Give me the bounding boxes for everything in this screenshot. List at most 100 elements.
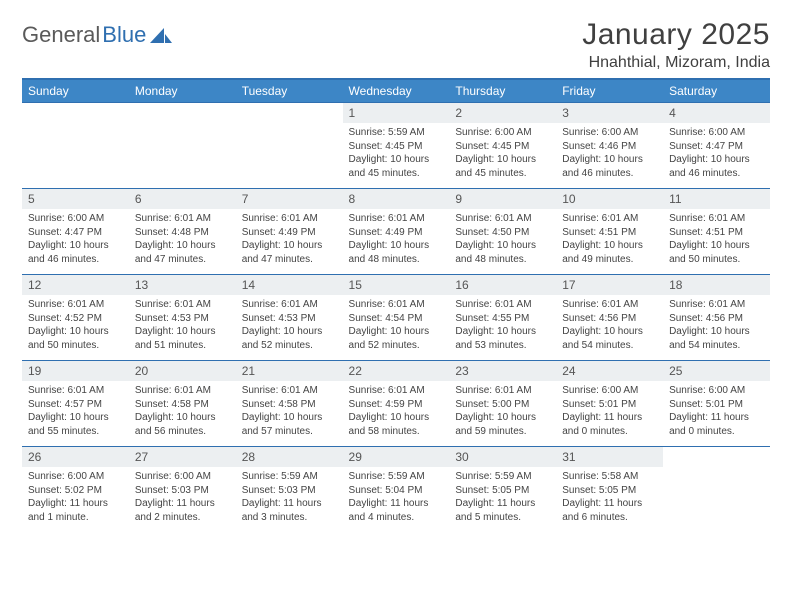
- calendar-cell: [236, 103, 343, 189]
- sunset-text: Sunset: 4:59 PM: [349, 398, 444, 412]
- calendar-cell: 13Sunrise: 6:01 AMSunset: 4:53 PMDayligh…: [129, 275, 236, 361]
- daylight-text: Daylight: 11 hours and 4 minutes.: [349, 497, 444, 524]
- daylight-text: Daylight: 10 hours and 57 minutes.: [242, 411, 337, 438]
- calendar-cell: 27Sunrise: 6:00 AMSunset: 5:03 PMDayligh…: [129, 447, 236, 533]
- day-details: Sunrise: 6:01 AMSunset: 5:00 PMDaylight:…: [449, 381, 556, 442]
- day-number: 27: [129, 447, 236, 467]
- day-number: 11: [663, 189, 770, 209]
- calendar-cell: 10Sunrise: 6:01 AMSunset: 4:51 PMDayligh…: [556, 189, 663, 275]
- sunset-text: Sunset: 4:53 PM: [242, 312, 337, 326]
- sunrise-text: Sunrise: 5:59 AM: [455, 470, 550, 484]
- sunset-text: Sunset: 4:47 PM: [669, 140, 764, 154]
- day-number: 3: [556, 103, 663, 123]
- sunrise-text: Sunrise: 6:01 AM: [242, 212, 337, 226]
- day-number: 6: [129, 189, 236, 209]
- day-details: Sunrise: 5:59 AMSunset: 5:03 PMDaylight:…: [236, 467, 343, 528]
- day-number: [22, 103, 129, 123]
- daylight-text: Daylight: 10 hours and 58 minutes.: [349, 411, 444, 438]
- daylight-text: Daylight: 10 hours and 46 minutes.: [28, 239, 123, 266]
- logo-word-blue: Blue: [102, 22, 146, 48]
- day-details: Sunrise: 6:01 AMSunset: 4:58 PMDaylight:…: [236, 381, 343, 442]
- calendar-cell: 5Sunrise: 6:00 AMSunset: 4:47 PMDaylight…: [22, 189, 129, 275]
- day-details: Sunrise: 6:01 AMSunset: 4:56 PMDaylight:…: [663, 295, 770, 356]
- day-number: 4: [663, 103, 770, 123]
- day-number: 21: [236, 361, 343, 381]
- day-number: 23: [449, 361, 556, 381]
- sunrise-text: Sunrise: 6:01 AM: [669, 212, 764, 226]
- daylight-text: Daylight: 11 hours and 6 minutes.: [562, 497, 657, 524]
- day-details: Sunrise: 6:01 AMSunset: 4:53 PMDaylight:…: [129, 295, 236, 356]
- day-details: Sunrise: 6:01 AMSunset: 4:54 PMDaylight:…: [343, 295, 450, 356]
- sunset-text: Sunset: 5:00 PM: [455, 398, 550, 412]
- daylight-text: Daylight: 10 hours and 54 minutes.: [669, 325, 764, 352]
- calendar-cell: 20Sunrise: 6:01 AMSunset: 4:58 PMDayligh…: [129, 361, 236, 447]
- sunset-text: Sunset: 4:46 PM: [562, 140, 657, 154]
- calendar-cell: 8Sunrise: 6:01 AMSunset: 4:49 PMDaylight…: [343, 189, 450, 275]
- calendar-week-row: 5Sunrise: 6:00 AMSunset: 4:47 PMDaylight…: [22, 189, 770, 275]
- day-number: 24: [556, 361, 663, 381]
- day-number: 2: [449, 103, 556, 123]
- sunrise-text: Sunrise: 5:59 AM: [349, 470, 444, 484]
- day-number: 25: [663, 361, 770, 381]
- sunrise-text: Sunrise: 6:01 AM: [455, 298, 550, 312]
- day-number: 18: [663, 275, 770, 295]
- calendar-table: Sunday Monday Tuesday Wednesday Thursday…: [22, 78, 770, 533]
- calendar-cell: 18Sunrise: 6:01 AMSunset: 4:56 PMDayligh…: [663, 275, 770, 361]
- daylight-text: Daylight: 11 hours and 0 minutes.: [562, 411, 657, 438]
- sunset-text: Sunset: 4:50 PM: [455, 226, 550, 240]
- sunset-text: Sunset: 4:48 PM: [135, 226, 230, 240]
- sunset-text: Sunset: 5:02 PM: [28, 484, 123, 498]
- day-details: Sunrise: 6:01 AMSunset: 4:58 PMDaylight:…: [129, 381, 236, 442]
- sunset-text: Sunset: 4:57 PM: [28, 398, 123, 412]
- calendar-cell: 4 Sunrise: 6:00 AMSunset: 4:47 PMDaylight…: [663, 103, 770, 189]
- daylight-text: Daylight: 10 hours and 53 minutes.: [455, 325, 550, 352]
- sunrise-text: Sunrise: 6:01 AM: [455, 384, 550, 398]
- sunset-text: Sunset: 5:04 PM: [349, 484, 444, 498]
- sunset-text: Sunset: 4:49 PM: [349, 226, 444, 240]
- calendar-cell: 28Sunrise: 5:59 AMSunset: 5:03 PMDayligh…: [236, 447, 343, 533]
- sunset-text: Sunset: 4:47 PM: [28, 226, 123, 240]
- sunrise-text: Sunrise: 6:01 AM: [349, 212, 444, 226]
- calendar-week-row: 1Sunrise: 5:59 AMSunset: 4:45 PMDaylight…: [22, 103, 770, 189]
- day-details: Sunrise: 6:00 AMSunset: 5:03 PMDaylight:…: [129, 467, 236, 528]
- day-details: Sunrise: 6:01 AMSunset: 4:52 PMDaylight:…: [22, 295, 129, 356]
- calendar-cell: [22, 103, 129, 189]
- sunset-text: Sunset: 5:05 PM: [562, 484, 657, 498]
- sunrise-text: Sunrise: 6:01 AM: [349, 384, 444, 398]
- calendar-cell: 2Sunrise: 6:00 AMSunset: 4:45 PMDaylight…: [449, 103, 556, 189]
- daylight-text: Daylight: 11 hours and 3 minutes.: [242, 497, 337, 524]
- calendar-cell: 3Sunrise: 6:00 AMSunset: 4:46 PMDaylight…: [556, 103, 663, 189]
- sunset-text: Sunset: 5:01 PM: [562, 398, 657, 412]
- sunrise-text: Sunrise: 6:00 AM: [669, 384, 764, 398]
- sunset-text: Sunset: 4:51 PM: [562, 226, 657, 240]
- sunset-text: Sunset: 4:52 PM: [28, 312, 123, 326]
- daylight-text: Daylight: 10 hours and 56 minutes.: [135, 411, 230, 438]
- sunset-text: Sunset: 4:51 PM: [669, 226, 764, 240]
- calendar-cell: 12Sunrise: 6:01 AMSunset: 4:52 PMDayligh…: [22, 275, 129, 361]
- daylight-text: Daylight: 10 hours and 48 minutes.: [349, 239, 444, 266]
- calendar-cell: 6Sunrise: 6:01 AMSunset: 4:48 PMDaylight…: [129, 189, 236, 275]
- day-header-sunday: Sunday: [22, 79, 129, 103]
- day-number: [236, 103, 343, 123]
- sunrise-text: Sunrise: 6:00 AM: [562, 384, 657, 398]
- day-details: Sunrise: 5:58 AMSunset: 5:05 PMDaylight:…: [556, 467, 663, 528]
- day-number: 20: [129, 361, 236, 381]
- calendar-cell: 19Sunrise: 6:01 AMSunset: 4:57 PMDayligh…: [22, 361, 129, 447]
- sunrise-text: Sunrise: 6:00 AM: [669, 126, 764, 140]
- sunrise-text: Sunrise: 5:59 AM: [349, 126, 444, 140]
- sunrise-text: Sunrise: 6:01 AM: [455, 212, 550, 226]
- sunset-text: Sunset: 5:03 PM: [242, 484, 337, 498]
- sunset-text: Sunset: 4:58 PM: [135, 398, 230, 412]
- calendar-week-row: 26Sunrise: 6:00 AMSunset: 5:02 PMDayligh…: [22, 447, 770, 533]
- daylight-text: Daylight: 10 hours and 47 minutes.: [242, 239, 337, 266]
- calendar-week-row: 12Sunrise: 6:01 AMSunset: 4:52 PMDayligh…: [22, 275, 770, 361]
- day-number: 14: [236, 275, 343, 295]
- day-details: Sunrise: 6:01 AMSunset: 4:55 PMDaylight:…: [449, 295, 556, 356]
- logo-word-general: General: [22, 22, 100, 48]
- daylight-text: Daylight: 11 hours and 5 minutes.: [455, 497, 550, 524]
- day-header-thursday: Thursday: [449, 79, 556, 103]
- sunrise-text: Sunrise: 6:01 AM: [562, 212, 657, 226]
- daylight-text: Daylight: 10 hours and 46 minutes.: [669, 153, 764, 180]
- calendar-cell: 11Sunrise: 6:01 AMSunset: 4:51 PMDayligh…: [663, 189, 770, 275]
- calendar-cell: 9Sunrise: 6:01 AMSunset: 4:50 PMDaylight…: [449, 189, 556, 275]
